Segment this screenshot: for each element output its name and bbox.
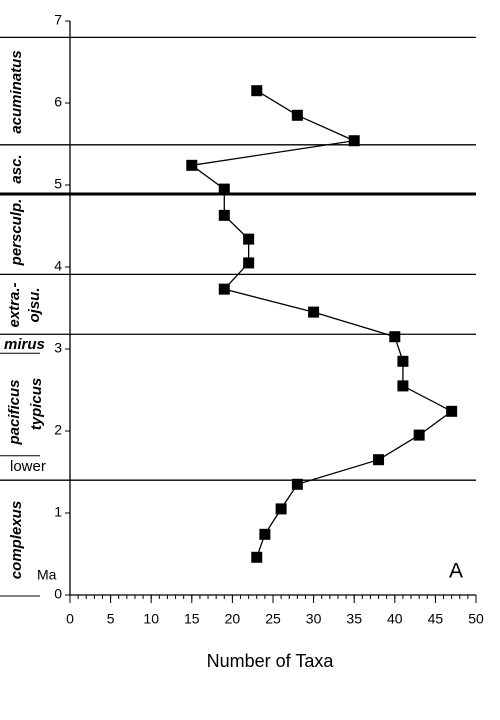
point <box>397 380 409 392</box>
zone-label: complexus <box>8 501 25 579</box>
point <box>397 355 409 367</box>
unit-label: Ma <box>37 567 57 583</box>
zone-labels: acuminatus asc. persculp. extra.- ojsu. … <box>4 50 463 582</box>
x-tick-label: 30 <box>306 611 322 627</box>
zone-label: mirus <box>4 336 45 353</box>
zone-label: typicus <box>28 378 45 431</box>
point <box>373 454 385 466</box>
point <box>446 405 458 417</box>
panel-label: A <box>449 560 463 583</box>
point <box>275 503 287 515</box>
y-tick-label: 4 <box>54 258 62 274</box>
point <box>186 159 198 171</box>
zone-label: lower <box>10 458 46 475</box>
point <box>291 478 303 490</box>
zone-label: pacificus <box>6 379 23 445</box>
y-tick-label: 1 <box>54 504 62 520</box>
x-tick-label: 35 <box>346 611 362 627</box>
point <box>251 551 263 563</box>
point <box>413 429 425 441</box>
x-tick-label: 20 <box>225 611 241 627</box>
point <box>389 331 401 343</box>
x-tick-label: 15 <box>184 611 200 627</box>
x-tick-label: 5 <box>107 611 115 627</box>
zone-label: asc. <box>8 154 25 183</box>
x-tick-label: 50 <box>468 611 484 627</box>
y-tick-label: 0 <box>54 586 62 602</box>
point <box>243 257 255 269</box>
x-tick-label: 0 <box>66 611 74 627</box>
y-tick-label: 2 <box>54 422 62 438</box>
point <box>308 306 320 318</box>
point <box>291 109 303 121</box>
x-tick-label: 10 <box>143 611 159 627</box>
x-tick-label: 45 <box>428 611 444 627</box>
series-line <box>190 90 453 558</box>
point <box>348 135 360 147</box>
y-tick-label: 5 <box>54 176 62 192</box>
y-tick-label: 7 <box>54 12 62 28</box>
point <box>218 209 230 221</box>
zone-label: ojsu. <box>26 287 43 322</box>
y-tick-label: 6 <box>54 94 62 110</box>
zone-label: extra.- <box>6 282 23 327</box>
point <box>251 85 263 97</box>
zone-label: acuminatus <box>8 50 25 133</box>
x-tick-label: 40 <box>387 611 403 627</box>
zone-label: persculp. <box>8 199 25 267</box>
point <box>259 528 271 540</box>
y-tick-label: 3 <box>54 340 62 356</box>
x-tick-label: 25 <box>265 611 281 627</box>
point <box>243 233 255 245</box>
x-axis-label: Number of Taxa <box>207 651 335 671</box>
point <box>218 183 230 195</box>
point <box>218 283 230 295</box>
